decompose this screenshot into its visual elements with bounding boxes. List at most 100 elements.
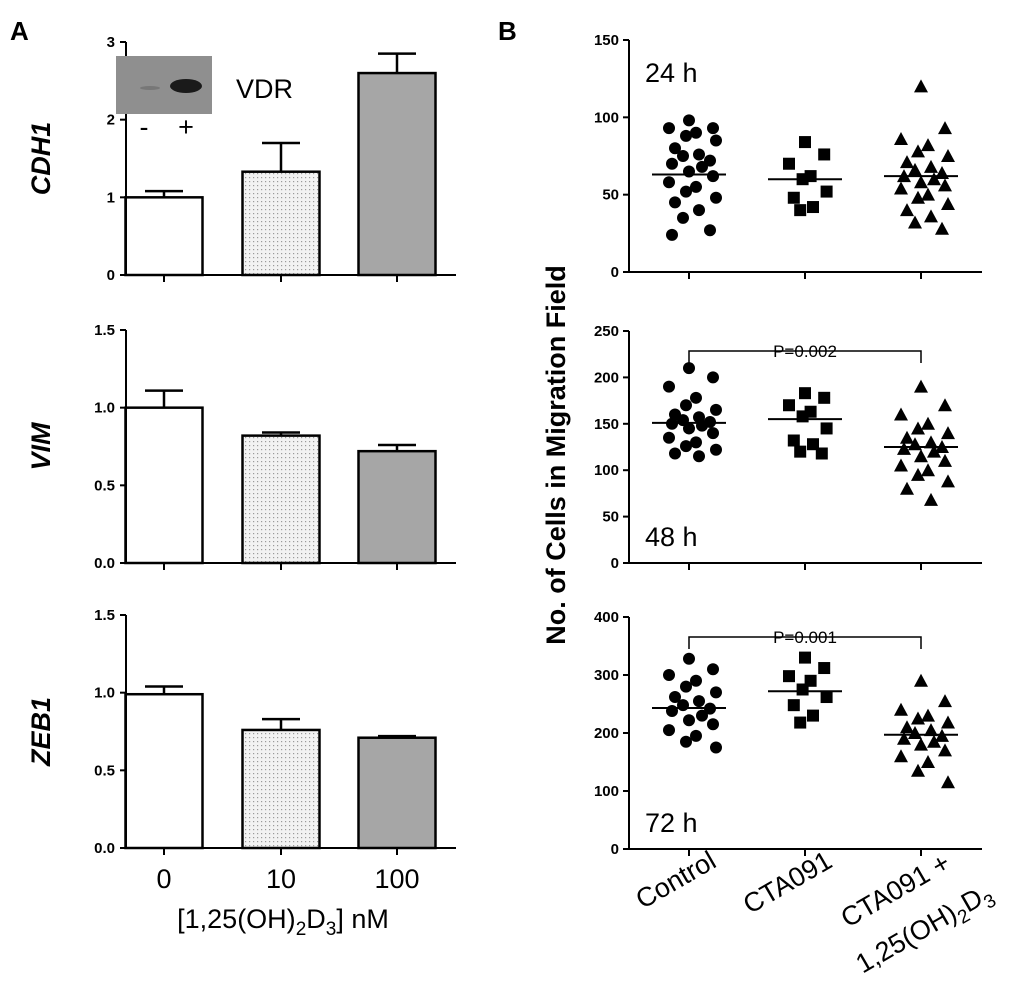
panel-b-cat-cta091: CTA091 [738,845,837,920]
circle-point [666,704,678,717]
triangle-point [921,187,935,201]
y-tick-label: 0 [611,841,619,858]
bar-CDH1-0 [124,196,204,277]
bar-CDH1-10 [241,170,321,277]
triangle-point [921,463,935,477]
triangle-point [938,398,952,412]
square-point [807,201,819,214]
circle-point [690,391,702,404]
triangle-point [911,711,925,725]
circle-point [683,652,695,665]
y-tick-label: 3 [107,34,115,51]
circle-point [710,443,722,456]
x-category-10: 10 [266,864,296,894]
bar-CDH1-100 [357,71,437,277]
triangle-point [924,159,938,173]
square-point [818,662,831,675]
triangle-point [914,673,928,687]
circle-point [683,422,695,435]
xlabel-sub-3: 3 [326,919,337,940]
triangle-point [921,416,935,430]
lane-minus-label: - [140,112,149,142]
circle-point [690,180,702,193]
bar-chart-vim: 0.0 0.5 1.0 1.5 VIM [26,322,456,572]
square-point [783,399,795,412]
circle-point [710,686,722,699]
circle-point [663,724,675,737]
square-point [820,185,833,198]
triangle-point [900,430,914,444]
circle-point [704,224,716,237]
triangle-point [935,221,949,235]
circle-point [693,148,705,161]
circle-point [710,191,722,204]
triangle-point [914,737,928,751]
y-tick-label: 50 [602,187,619,204]
triangle-point [894,181,908,195]
scatter-48h: 0 50 100 150 200 250 48 h P=0.002 [594,323,982,572]
triangle-point [924,492,938,506]
triangle-point [921,138,935,152]
circle-point [696,709,708,722]
circle-point [680,399,692,412]
circle-point [707,170,719,183]
triangle-point [897,731,911,745]
circle-point [707,718,719,731]
circle-point [710,134,722,147]
triangle-point [914,379,928,393]
y-tick-label: 250 [594,323,619,340]
triangle-point [927,444,941,458]
triangle-point [900,203,914,217]
triangle-point [911,763,925,777]
circle-point [683,165,695,178]
triangle-point [894,702,908,716]
square-point [794,445,807,458]
circle-point [683,114,695,127]
y-tick-label: 100 [594,462,619,479]
circle-point [680,185,692,198]
circle-point [669,196,681,209]
y-tick-label: 100 [594,109,619,126]
y-tick-label: 1.0 [94,685,115,702]
y-tick-label: 200 [594,369,619,386]
y-tick-label: 0 [107,267,115,284]
y-tick-label: 0.5 [94,762,115,779]
circle-point [707,122,719,135]
timepoint-label: 24 h [645,58,698,88]
y-tick-label: 1.0 [94,400,115,417]
x-category-100: 100 [374,864,419,894]
triangle-point [914,175,928,189]
vdr-blot-inset: VDR - + [116,56,293,142]
circle-point [669,447,681,460]
square-point [787,191,800,204]
triangle-point [894,749,908,763]
y-tick-label: 2 [107,112,115,129]
panel-b-ylabel: No. of Cells in Migration Field [541,265,571,645]
square-point [807,438,819,451]
timepoint-label: 72 h [645,808,698,838]
square-point [787,434,800,447]
triangle-point [938,121,952,135]
triangle-point [924,209,938,223]
circle-point [696,419,708,432]
circle-point [663,431,675,444]
circle-point [683,362,695,375]
y-tick-label: 0.0 [94,555,115,572]
circle-point [680,440,692,453]
square-point [799,651,811,664]
blot-band-minus [140,86,160,90]
timepoint-label: 48 h [645,522,698,552]
circle-point [666,228,678,241]
triangle-point [894,458,908,472]
circle-point [710,403,722,416]
y-tick-label: 0.5 [94,477,115,494]
xlabel-part-1: [1,25(OH) [177,904,296,934]
triangle-point [911,144,925,158]
square-point [818,391,831,404]
y-tick-label: 150 [594,32,619,49]
square-point [796,683,809,696]
circle-point [707,371,719,384]
panel-a-xlabel: [1,25(OH)2D3] nM [177,904,389,940]
triangle-point [941,715,955,729]
y-tick-label: 300 [594,667,619,684]
